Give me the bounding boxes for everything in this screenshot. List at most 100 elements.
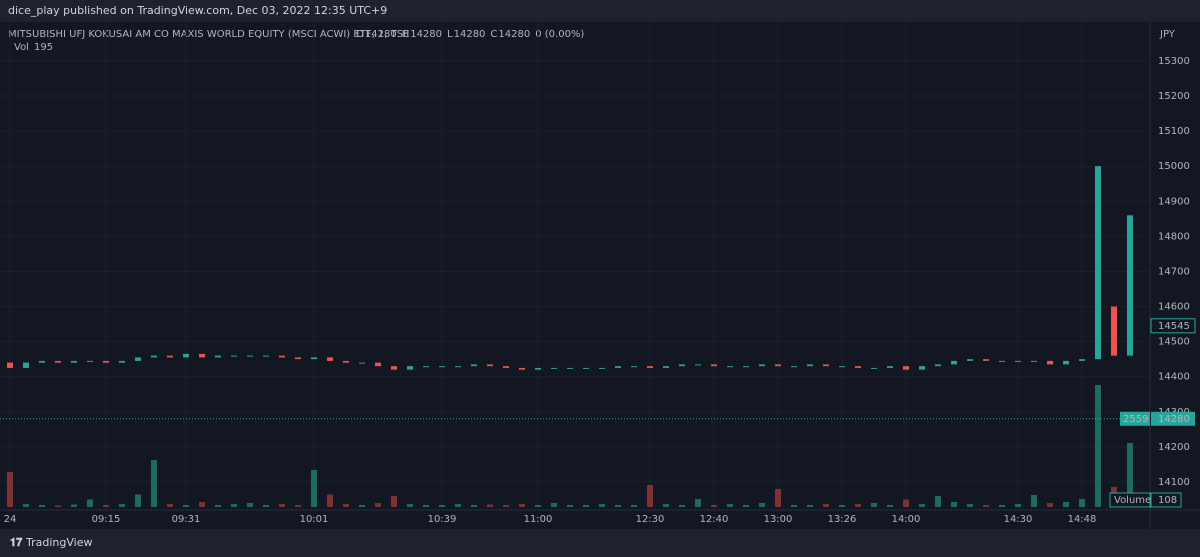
candle-body — [855, 366, 861, 368]
volume-badge-text: 2559 — [1123, 414, 1148, 425]
ohlc-value: 14280 — [454, 29, 486, 40]
volume-bar — [599, 504, 605, 507]
volume-bar — [343, 504, 349, 507]
volume-bar — [551, 503, 557, 507]
candle-body — [759, 364, 765, 367]
x-tick-label: 24 — [4, 514, 17, 525]
candle-body — [263, 355, 269, 357]
volume-bar — [1031, 495, 1037, 507]
volume-bar — [7, 472, 13, 507]
candle-body — [503, 366, 509, 368]
volume-bar — [775, 489, 781, 507]
volume-bar — [1015, 504, 1021, 507]
volume-bar — [935, 496, 941, 507]
volume-bar — [823, 504, 829, 507]
candle-body — [823, 364, 829, 367]
candle-body — [711, 364, 717, 367]
volume-bar — [423, 505, 429, 507]
logo-mark: 𝟏𝟕 — [10, 536, 23, 549]
volume-bar — [903, 499, 909, 507]
volume-bar — [871, 503, 877, 507]
candle-body — [375, 362, 381, 367]
candle-body — [295, 357, 301, 360]
x-tick-label: 11:00 — [524, 514, 553, 525]
candle-body — [103, 360, 109, 363]
volume-bar — [39, 505, 45, 507]
candle-body — [327, 357, 333, 361]
x-tick-label: 14:30 — [1004, 514, 1033, 525]
x-tick-label: 09:31 — [172, 514, 201, 525]
y-tick-label: 15000 — [1158, 161, 1190, 172]
volume-badge — [1120, 411, 1150, 426]
ohlc-value: 14280 — [498, 29, 530, 40]
candle-body — [423, 366, 429, 368]
candle-body — [455, 366, 461, 368]
volume-bar — [327, 494, 333, 507]
candle-body — [167, 355, 173, 358]
volume-bar — [695, 499, 701, 507]
candle-body — [839, 366, 845, 368]
vol-legend-value: 195 — [34, 42, 53, 53]
y-tick-label: 15100 — [1158, 126, 1190, 137]
ohlc-label: C — [490, 29, 497, 40]
candle-body — [807, 364, 813, 367]
y-tick-label: 14900 — [1158, 196, 1190, 207]
candle-body — [55, 360, 61, 363]
candle-body — [1127, 215, 1133, 356]
volume-bar — [55, 505, 61, 507]
volume-bar — [855, 504, 861, 507]
y-tick-label: 15200 — [1158, 91, 1190, 102]
volume-bar — [167, 504, 173, 507]
volume-bar — [647, 485, 653, 507]
volume-bar — [407, 504, 413, 507]
candle-body — [615, 366, 621, 368]
candle-body — [119, 360, 125, 363]
candle-body — [439, 366, 445, 368]
volume-bar — [71, 504, 77, 507]
candle-body — [407, 366, 413, 370]
volume-bar — [631, 505, 637, 507]
x-tick-label: 10:39 — [428, 514, 457, 525]
candle-body — [71, 360, 77, 363]
candle-body — [471, 364, 477, 367]
volume-bar — [1079, 499, 1085, 507]
candle-body — [871, 367, 877, 369]
candle-body — [663, 366, 669, 368]
volume-bar — [999, 505, 1005, 507]
volume-bar — [807, 505, 813, 507]
candle-body — [183, 353, 189, 358]
candle-body — [215, 355, 221, 358]
volume-bar — [1063, 502, 1069, 507]
x-tick-label: 13:00 — [764, 514, 793, 525]
candle-body — [567, 367, 573, 369]
candle-body — [583, 367, 589, 369]
candle-body — [695, 364, 701, 366]
x-tick-label: 09:15 — [92, 514, 121, 525]
candle-body — [551, 367, 557, 369]
volume-bar — [983, 505, 989, 507]
candle-body — [999, 360, 1005, 362]
current-price-badge — [1150, 318, 1196, 334]
candle-body — [199, 353, 205, 358]
header: dice_play published on TradingView.com, … — [8, 4, 387, 17]
volume-bar — [103, 505, 109, 507]
volume-bar — [503, 505, 509, 507]
volume-bar — [183, 505, 189, 507]
volume-bar — [135, 494, 141, 507]
candle-body — [791, 366, 797, 368]
candle-body — [279, 355, 285, 358]
ohlc-value: 14280 — [410, 29, 442, 40]
y-tick-label: 14700 — [1158, 266, 1190, 277]
volume-scale-value: 108 — [1158, 495, 1177, 506]
candle-body — [775, 364, 781, 367]
x-tick-label: 13:26 — [828, 514, 857, 525]
candle-body — [343, 360, 349, 363]
volume-scale-box — [1109, 492, 1151, 508]
volume-bar — [215, 505, 221, 507]
x-tick-label: 12:30 — [636, 514, 665, 525]
x-tick-label: 14:48 — [1068, 514, 1097, 525]
y-tick-label: 14200 — [1158, 442, 1190, 453]
volume-bar — [87, 499, 93, 507]
x-tick-label: 12:40 — [700, 514, 729, 525]
